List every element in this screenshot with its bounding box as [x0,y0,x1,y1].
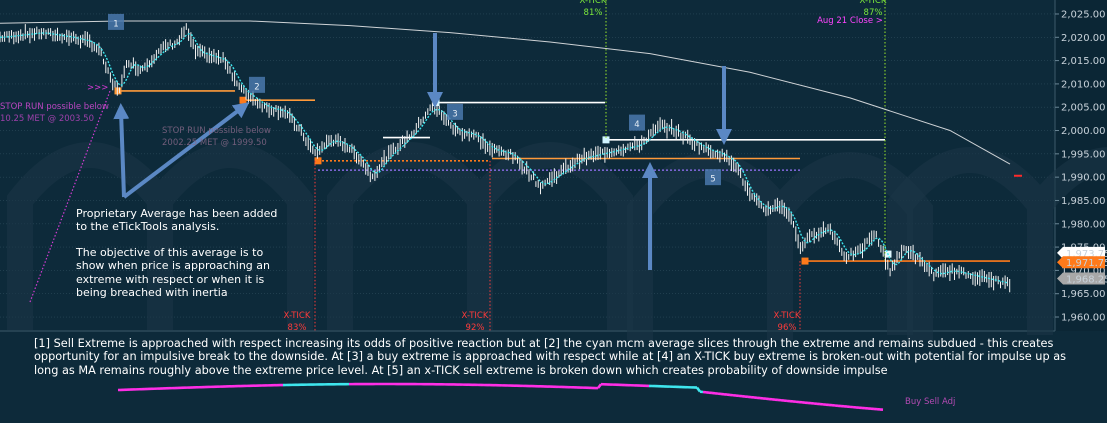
level-marker [314,157,322,165]
lower-panel [0,331,1107,423]
marker-label: 4 [634,120,639,130]
marker-box [705,169,721,186]
moving-average-series [0,20,1011,165]
stop-run-mid-label: STOP RUN possible below [162,126,271,136]
y-tick-label: 2,005.00 [1061,103,1106,114]
y-tick-label: 1,965.00 [1061,289,1106,300]
marker-3: 3 [447,103,463,120]
y-tick-label: 2,025.00 [1061,9,1106,20]
annotation-arrows [113,33,732,270]
marker-box [447,103,463,120]
note-paragraph-1: Proprietary Average has been added to th… [76,207,278,234]
xtick-percent: 81% [584,8,603,18]
stop-run-mid-label-2: 2002.25 MET @ 1999.50 [162,138,267,148]
price-tag: 1,973.75 [1057,246,1107,260]
price-tag: 1,971.75 [1057,256,1107,269]
magenta-pointer: >>> [87,83,108,93]
moving-average-line [0,20,1011,165]
y-tick-label: 2,015.00 [1061,56,1106,67]
watermark-arc [887,147,1107,335]
watermark-arc [327,142,633,330]
price-tag-value: 1,973.75 [1066,249,1107,260]
xtick-percent: 92% [466,323,485,333]
buy-sell-indicator [117,382,884,412]
price-tag-shape [1057,246,1105,259]
xtick-percent: 87% [864,8,883,18]
y-tick-label: 1,960.00 [1061,313,1106,324]
xtick-label: X-TICK [462,311,489,321]
marker-label: 1 [113,19,118,29]
xtick-vertical-lines: >>> [29,0,886,331]
watermark-arc [7,142,313,330]
xtick-percent: 83% [288,323,307,333]
marker-5: 5 [705,169,721,186]
xtick-label: X-TICK [774,311,801,321]
level-marker [801,257,809,265]
misc-annotations: Aug 21 Close > STOP RUN possible below 1… [0,16,955,407]
numbered-markers: 1 2 3 4 5 [108,13,721,186]
marker-4: 4 [629,114,645,131]
annotation-arrow [122,102,250,199]
y-tick-label: 1,985.00 [1061,196,1106,207]
level-marker [239,96,247,104]
y-tick-label: 1,990.00 [1061,173,1106,184]
y-axis: 2,025.00 2,020.00 2,015.00 2,010.00 2,005.00… [1055,9,1106,324]
aug-close-label: Aug 21 Close > [817,16,883,26]
xtick-label: X-TICK [580,0,607,6]
watermark [7,142,1107,340]
price-tag-value: 1,971.75 [1066,258,1107,269]
price-tag-shape [1057,272,1105,285]
note-paragraph-2: The objective of this average is to show… [76,245,270,300]
price-tag-value: 1,968.25 [1066,275,1107,286]
xtick-percent: 96% [778,323,797,333]
marker-1: 1 [108,13,124,30]
magenta-trend-line [29,90,111,303]
annotation-arrow [113,103,130,198]
marker-label: 3 [452,109,457,119]
y-tick-label: 1,970.00 [1061,266,1106,277]
indicator-label: Buy Sell Adj [905,397,955,407]
xtick-labels: X-TICK 83% X-TICK 92% X-TICK 96% X-TICK 81% X-TI… [284,0,887,333]
price-tag: 1,968.25 [1057,272,1107,286]
marker-box [108,13,124,30]
y-tick-label: 2,000.00 [1061,126,1106,137]
indicator-segment [596,383,603,389]
price-tag-shape [1057,256,1105,269]
stop-run-left-label-2: 10.25 MET @ 2003.50 [0,114,94,124]
level-marker [432,99,440,107]
price-tags: 1,973.751,971.75 1,968.25 [1014,174,1107,286]
xtick-label: X-TICK [860,0,887,6]
marker-2: 2 [249,76,265,93]
marker-label: 5 [710,175,715,185]
indicator-segment [695,386,702,393]
y-tick-label: 2,010.00 [1061,79,1106,90]
chart-caption: [1] Sell Extreme is approached with resp… [34,337,1067,377]
marker-label: 2 [254,82,259,92]
extreme-levels [114,87,1010,265]
level-marker [602,136,610,144]
xtick-label: X-TICK [284,311,311,321]
level-marker [114,87,122,95]
stop-run-left-label: STOP RUN possible below [0,102,109,112]
marker-box [629,114,645,131]
marker-box [249,76,265,93]
y-tick-label: 2,020.00 [1061,33,1106,44]
price-bars-series [0,23,1011,293]
y-tick-label: 1,980.00 [1061,219,1106,230]
y-tick-label: 1,995.00 [1061,149,1106,160]
analysis-note: Proprietary Average has been added to th… [76,207,291,311]
